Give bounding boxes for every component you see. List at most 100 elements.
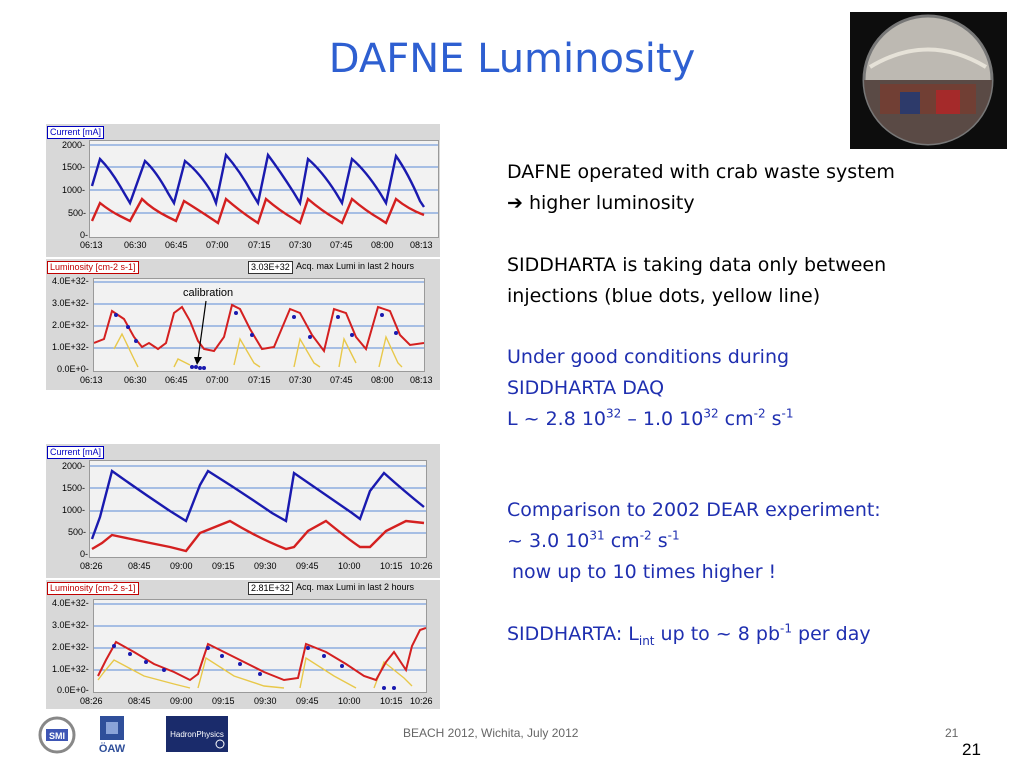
bottom-lumi-xtick: 10:15 xyxy=(380,696,403,706)
exponent: -1 xyxy=(780,621,792,636)
top-current-ytick: 2000- xyxy=(62,140,86,150)
bottom-lumi-ytick: 2.0E+32- xyxy=(52,642,89,652)
top-current-ytick: 0- xyxy=(80,230,89,240)
top-xtick: 08:13 xyxy=(410,240,433,250)
bottom-xtick: 10:00 xyxy=(338,561,361,571)
top-acq-label: Acq. max Lumi in last 2 hours xyxy=(296,261,415,271)
top-xtick: 07:00 xyxy=(206,240,229,250)
top-lumi-xtick: 07:15 xyxy=(248,375,271,385)
bottom-xtick: 10:15 xyxy=(380,561,403,571)
bottom-lumi-red-line xyxy=(97,627,427,682)
top-current-red-line xyxy=(90,196,425,225)
bottom-lumi-label: Luminosity [cm-2 s-1] xyxy=(47,582,139,595)
lint-part: SIDDHARTA: L xyxy=(507,623,639,645)
bottom-lumi-max: 2.81E+32 xyxy=(248,582,293,595)
svg-text:ÖAW: ÖAW xyxy=(99,742,126,755)
top-lumi-plot xyxy=(93,278,425,372)
bottom-lumi-ytick: 0.0E+0- xyxy=(57,685,89,695)
bottom-current-ytick: 500- xyxy=(68,527,87,537)
top-xtick: 07:30 xyxy=(289,240,312,250)
top-xtick: 06:13 xyxy=(80,240,103,250)
subscript: int xyxy=(638,633,655,648)
bottom-lumi-ytick: 1.0E+32- xyxy=(52,664,89,674)
top-current-plot xyxy=(89,140,439,238)
top-current-svg xyxy=(90,144,438,225)
dear-luminosity: ~ 3.0 1031 cm-2 s-1 xyxy=(507,526,680,557)
top-lumi-blue-dots xyxy=(114,311,398,370)
arrow-right-icon: ➔ xyxy=(507,192,523,214)
unit-part: cm xyxy=(718,408,754,430)
unit-part: s xyxy=(765,408,782,430)
bottom-lumi-xtick: 09:30 xyxy=(254,696,277,706)
top-lumi-xtick: 06:45 xyxy=(165,375,188,385)
detector-photo xyxy=(850,12,1007,149)
bottom-current-blue-line xyxy=(90,469,425,540)
bottom-lumi-xtick: 09:00 xyxy=(170,696,193,706)
unit-part: s xyxy=(651,530,668,552)
footer-text: BEACH 2012, Wichita, July 2012 xyxy=(403,726,579,740)
text-line-1: DAFNE operated with crab waste system xyxy=(507,161,895,183)
top-xtick: 06:45 xyxy=(165,240,188,250)
lumi-part: ~ 3.0 10 xyxy=(507,530,590,552)
smi-logo: SMI xyxy=(38,716,76,759)
bottom-lumi-yellow-line xyxy=(97,656,413,689)
bottom-lumi-plot xyxy=(93,599,427,693)
top-lumi-xtick: 08:00 xyxy=(371,375,394,385)
bottom-lumi-xtick: 10:26 xyxy=(410,696,433,706)
top-lumi-xtick: 06:13 xyxy=(80,375,103,385)
exponent: 32 xyxy=(606,406,622,421)
lint-part: up to ~ 8 pb xyxy=(654,623,781,645)
top-lumi-xtick: 07:30 xyxy=(289,375,312,385)
top-xtick: 06:30 xyxy=(124,240,147,250)
top-lumi-xtick: 08:13 xyxy=(410,375,433,385)
top-lumi-ytick: 3.0E+32- xyxy=(52,298,89,308)
bottom-lumi-ytick: 3.0E+32- xyxy=(52,620,89,630)
top-lumi-xtick: 07:45 xyxy=(330,375,353,385)
bottom-current-ytick: 2000- xyxy=(62,461,86,471)
top-xtick: 08:00 xyxy=(371,240,394,250)
bottom-lumi-xtick: 08:26 xyxy=(80,696,103,706)
bottom-lumi-svg xyxy=(94,603,427,690)
exponent: 31 xyxy=(589,528,605,543)
bottom-current-label: Current [mA] xyxy=(47,446,105,459)
bottom-lumi-xtick: 09:45 xyxy=(296,696,319,706)
bottom-lumi-blue-dots xyxy=(112,644,396,690)
top-lumi-ytick: 0.0E+0- xyxy=(57,364,89,374)
exponent: -2 xyxy=(639,528,652,543)
page-number: 21 xyxy=(962,740,981,759)
top-lumi-red-line xyxy=(93,303,425,354)
top-current-ytick: 1500- xyxy=(62,162,86,172)
bottom-xtick: 08:45 xyxy=(128,561,151,571)
bottom-current-red-line xyxy=(91,519,425,553)
text-line-6: SIDDHARTA DAQ xyxy=(507,377,665,399)
text-line-3: SIDDHARTA is taking data only between xyxy=(507,254,887,276)
bottom-current-plot xyxy=(89,460,427,558)
top-lumi-xtick: 06:30 xyxy=(124,375,147,385)
bottom-xtick: 09:15 xyxy=(212,561,235,571)
slide-title: DAFNE Luminosity xyxy=(328,36,696,82)
text-line-5: Under good conditions during xyxy=(507,346,790,368)
bottom-lumi-ytick: 4.0E+32- xyxy=(52,598,89,608)
top-lumi-ytick: 4.0E+32- xyxy=(52,276,89,286)
bottom-lumi-xtick: 08:45 xyxy=(128,696,151,706)
lumi-part: – 1.0 10 xyxy=(621,408,704,430)
top-lumi-svg xyxy=(93,281,425,370)
exponent: -1 xyxy=(667,528,680,543)
lint-part: per day xyxy=(792,623,871,645)
top-lumi-ytick: 2.0E+32- xyxy=(52,320,89,330)
bottom-xtick: 09:45 xyxy=(296,561,319,571)
top-current-ytick: 1000- xyxy=(62,185,86,195)
bottom-current-ytick: 1500- xyxy=(62,483,86,493)
top-lumi-max: 3.03E+32 xyxy=(248,261,293,274)
text-line-4: injections (blue dots, yellow line) xyxy=(507,285,821,307)
bottom-lumi-xtick: 09:15 xyxy=(212,696,235,706)
svg-text:HadronPhysics: HadronPhysics xyxy=(170,730,224,739)
bottom-lumi-xtick: 10:00 xyxy=(338,696,361,706)
top-lumi-xtick: 07:00 xyxy=(206,375,229,385)
top-xtick: 07:45 xyxy=(330,240,353,250)
calibration-arrow xyxy=(197,300,207,360)
bottom-xtick: 08:26 xyxy=(80,561,103,571)
oaw-logo: ÖAW xyxy=(94,716,130,761)
text-line-10: now up to 10 times higher ! xyxy=(512,561,777,583)
bottom-current-svg xyxy=(90,465,426,553)
